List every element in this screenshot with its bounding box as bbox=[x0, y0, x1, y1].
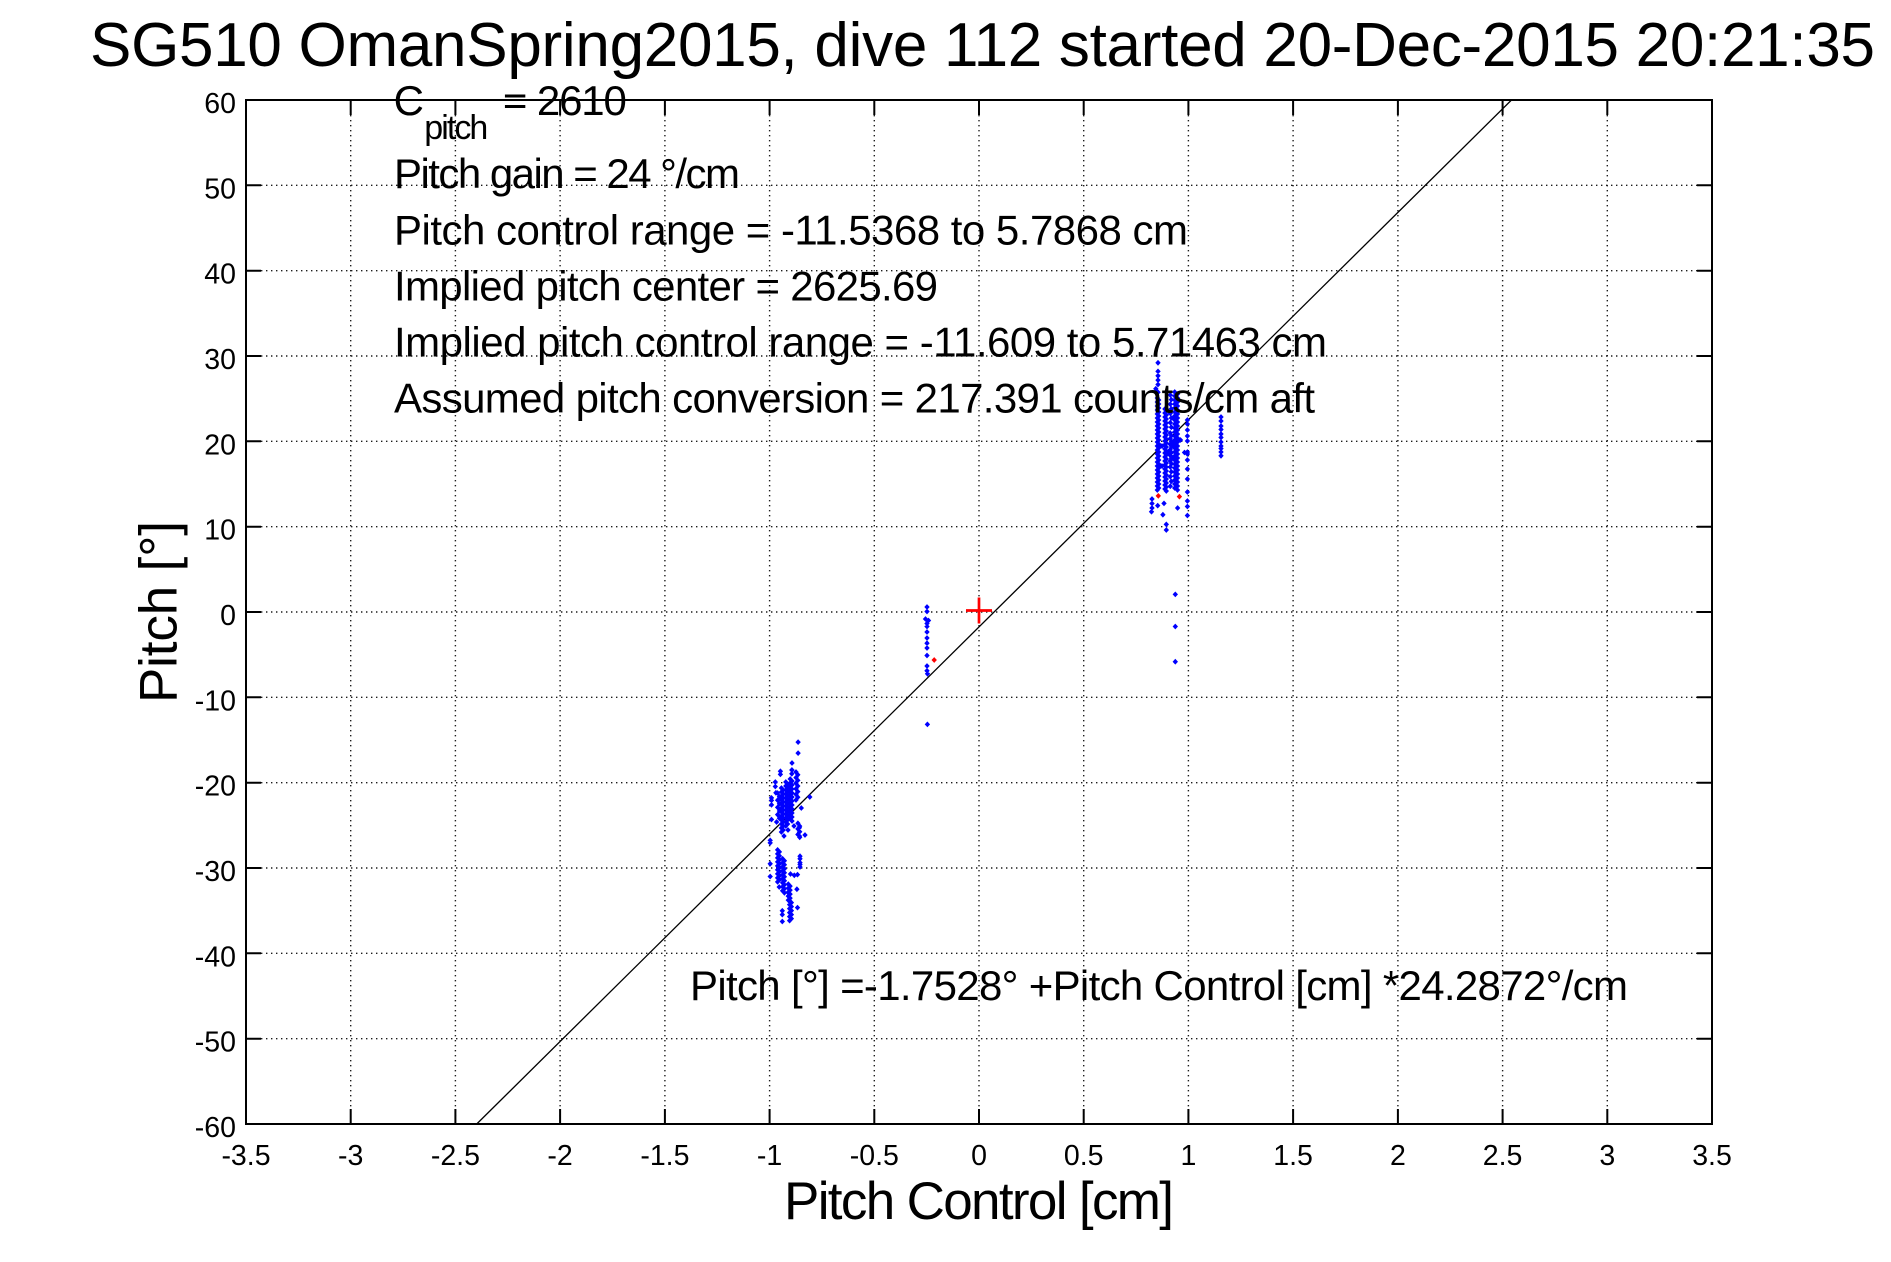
svg-text:1: 1 bbox=[1180, 1140, 1196, 1172]
svg-text:Implied pitch center = 2625.69: Implied pitch center = 2625.69 bbox=[394, 263, 938, 310]
svg-text:Pitch Control [cm]: Pitch Control [cm] bbox=[784, 1172, 1174, 1231]
svg-text:-3: -3 bbox=[338, 1140, 363, 1172]
svg-text:10: 10 bbox=[204, 515, 236, 547]
svg-text:-2: -2 bbox=[547, 1140, 572, 1172]
svg-text:40: 40 bbox=[204, 259, 236, 291]
svg-text:3.5: 3.5 bbox=[1692, 1140, 1732, 1172]
svg-text:3: 3 bbox=[1599, 1140, 1615, 1172]
svg-text:C: C bbox=[394, 77, 424, 124]
svg-text:20: 20 bbox=[204, 429, 236, 461]
svg-text:-50: -50 bbox=[195, 1027, 236, 1059]
svg-text:-20: -20 bbox=[195, 771, 236, 803]
svg-text:Pitch control range = -11.5368: Pitch control range = -11.5368 to 5.7868… bbox=[394, 207, 1188, 254]
svg-text:Pitch [°] =-1.7528° +Pitch Con: Pitch [°] =-1.7528° +Pitch Control [cm] … bbox=[690, 962, 1628, 1009]
svg-text:2: 2 bbox=[1390, 1140, 1406, 1172]
svg-text:Assumed pitch conversion = 217: Assumed pitch conversion = 217.391 count… bbox=[394, 375, 1315, 422]
svg-text:-60: -60 bbox=[195, 1112, 236, 1144]
svg-text:0: 0 bbox=[220, 600, 236, 632]
svg-text:-0.5: -0.5 bbox=[850, 1140, 899, 1172]
svg-text:Pitch gain = 24 °/cm: Pitch gain = 24 °/cm bbox=[394, 150, 740, 197]
svg-text:-10: -10 bbox=[195, 685, 236, 717]
svg-text:-1.5: -1.5 bbox=[640, 1140, 689, 1172]
svg-text:-3.5: -3.5 bbox=[221, 1140, 270, 1172]
svg-text:30: 30 bbox=[204, 344, 236, 376]
svg-text:60: 60 bbox=[204, 88, 236, 120]
svg-text:Pitch [°]: Pitch [°] bbox=[130, 521, 189, 703]
svg-text:-1: -1 bbox=[757, 1140, 782, 1172]
svg-text:1.5: 1.5 bbox=[1273, 1140, 1313, 1172]
svg-text:pitch: pitch bbox=[424, 109, 488, 147]
svg-text:-30: -30 bbox=[195, 856, 236, 888]
svg-text:0.5: 0.5 bbox=[1064, 1140, 1104, 1172]
svg-text:2.5: 2.5 bbox=[1483, 1140, 1523, 1172]
svg-text:0: 0 bbox=[971, 1140, 987, 1172]
svg-text:SG510 OmanSpring2015, dive 112: SG510 OmanSpring2015, dive 112 started 2… bbox=[90, 11, 1875, 80]
svg-text:-40: -40 bbox=[195, 941, 236, 973]
svg-text:50: 50 bbox=[204, 173, 236, 205]
svg-text:-2.5: -2.5 bbox=[431, 1140, 480, 1172]
svg-text:Implied pitch control range =: Implied pitch control range = -11.609 to… bbox=[394, 319, 1327, 366]
svg-text:= 2610: = 2610 bbox=[503, 77, 627, 124]
